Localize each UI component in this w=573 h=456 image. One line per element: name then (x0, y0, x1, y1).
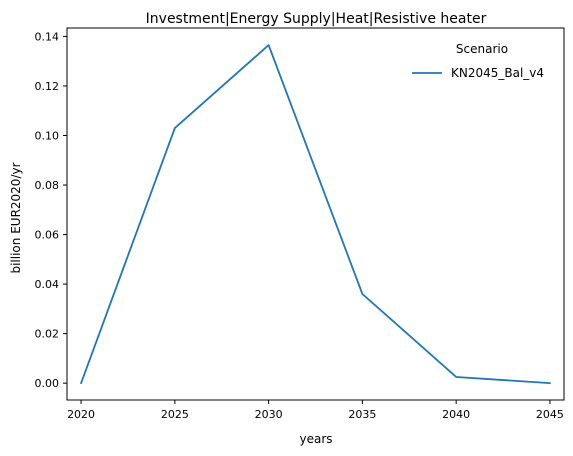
axis-ticks: 2020 2025 2030 2035 2040 2045 0.00 0.02 0.04 0.06… (35, 30, 564, 421)
y-tick-label: 0.14 (35, 30, 60, 43)
x-tick-label: 2025 (161, 408, 189, 421)
x-tick-label: 2020 (67, 408, 95, 421)
series-layer (80, 44, 551, 385)
x-tick-label: 2045 (536, 408, 564, 421)
y-tick-label: 0.00 (35, 377, 60, 390)
series-line-kn2045-bal-v4 (80, 44, 551, 385)
chart-title: Investment|Energy Supply|Heat|Resistive … (146, 11, 487, 27)
legend-label-kn2045-bal-v4: KN2045_Bal_v4 (451, 66, 544, 80)
x-tick-label: 2035 (348, 408, 376, 421)
y-tick-label: 0.06 (35, 229, 60, 242)
legend-title: Scenario (456, 42, 508, 56)
x-tick-label: 2040 (442, 408, 470, 421)
y-axis-label: billion EUR2020/yr (9, 162, 23, 273)
y-tick-label: 0.02 (35, 328, 60, 341)
y-tick-label: 0.08 (35, 179, 60, 192)
x-axis-label: years (299, 432, 332, 446)
x-tick-label: 2030 (255, 408, 283, 421)
plot-frame (66, 27, 565, 401)
legend: Scenario KN2045_Bal_v4 (412, 42, 544, 80)
y-tick-label: 0.04 (35, 278, 60, 291)
y-tick-label: 0.10 (35, 129, 60, 142)
y-tick-label: 0.12 (35, 80, 60, 93)
